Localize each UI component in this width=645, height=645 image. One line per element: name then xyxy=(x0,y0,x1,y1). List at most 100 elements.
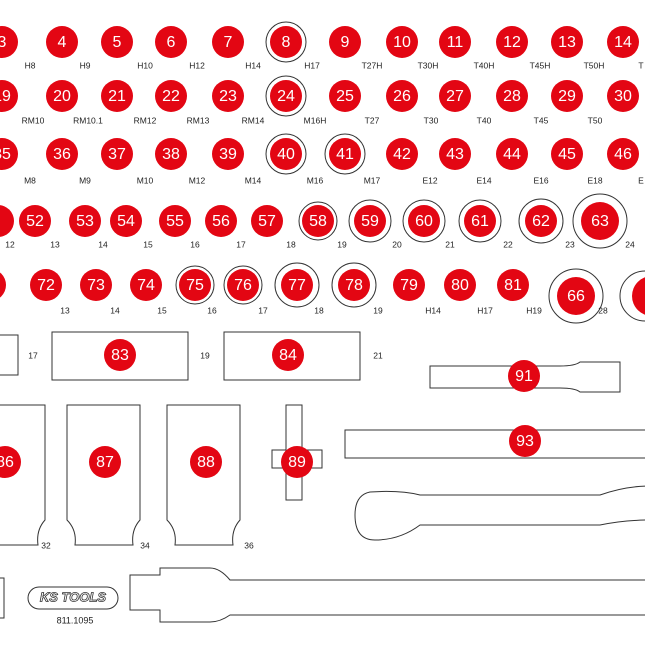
size-label: 20 xyxy=(392,239,402,249)
size-label: 19 xyxy=(337,239,347,249)
slot-number: 19 xyxy=(0,88,11,105)
size-label: T50 xyxy=(588,115,603,125)
slot-number: 59 xyxy=(361,213,379,230)
slot-number: 37 xyxy=(108,146,126,163)
slot-number: 86 xyxy=(0,454,14,471)
slot-marker xyxy=(386,138,418,170)
slot-marker xyxy=(104,339,136,371)
slot-marker xyxy=(0,138,18,170)
slot-outline xyxy=(0,334,19,376)
slot-number: 88 xyxy=(197,454,215,471)
slot-marker xyxy=(101,26,133,58)
slot-outline xyxy=(0,577,5,619)
slot-marker xyxy=(155,26,187,58)
size-label: E14 xyxy=(476,175,491,185)
slot-marker xyxy=(80,269,112,301)
size-label: H10 xyxy=(137,60,153,70)
slot-number: 23 xyxy=(219,88,237,105)
slot-number: 26 xyxy=(393,88,411,105)
size-label: 22 xyxy=(503,239,513,249)
size-label: 19 xyxy=(373,305,383,315)
slot-number: 42 xyxy=(393,146,411,163)
size-label: 13 xyxy=(50,239,60,249)
size-label: M14 xyxy=(245,175,262,185)
slot-number: 76 xyxy=(234,277,252,294)
size-label: 36 xyxy=(244,540,254,550)
slot-marker xyxy=(272,339,304,371)
slot-marker xyxy=(0,26,18,58)
slot-number: 3 xyxy=(0,34,7,51)
size-label: 32 xyxy=(41,540,51,550)
slot-number: 78 xyxy=(345,277,363,294)
slot-marker xyxy=(551,138,583,170)
slot-number: 28 xyxy=(503,88,521,105)
slot-number: 46 xyxy=(614,146,632,163)
slot-number: 6 xyxy=(167,34,176,51)
slot-marker xyxy=(439,80,471,112)
size-label: H19 xyxy=(526,305,542,315)
slot-number: 21 xyxy=(108,88,126,105)
slot-marker xyxy=(270,138,302,170)
size-label: RM12 xyxy=(134,115,157,125)
slot-number: 44 xyxy=(503,146,521,163)
size-label: M9 xyxy=(79,175,91,185)
slot-outline xyxy=(354,485,645,541)
size-label: RM10.1 xyxy=(73,115,103,125)
slot-number: 35 xyxy=(0,146,11,163)
slot-marker xyxy=(509,425,541,457)
size-label: RM14 xyxy=(242,115,265,125)
slot-marker xyxy=(190,446,222,478)
slot-number: 58 xyxy=(309,213,327,230)
slot-marker xyxy=(0,80,18,112)
size-label: H8 xyxy=(25,60,36,70)
slot-number: 10 xyxy=(393,34,411,51)
slot-marker xyxy=(354,205,386,237)
size-label: 17 xyxy=(258,305,268,315)
slot-marker xyxy=(464,205,496,237)
size-label: 15 xyxy=(143,239,153,249)
size-label: T50H xyxy=(584,60,605,70)
partial-slot xyxy=(0,205,14,237)
logo: KS TOOLS xyxy=(40,589,107,604)
size-label: M16 xyxy=(307,175,324,185)
slot-marker xyxy=(19,205,51,237)
slot-number: 54 xyxy=(117,213,135,230)
slot-number: 8 xyxy=(282,34,291,51)
slot-number: 7 xyxy=(224,34,233,51)
slot-number: 25 xyxy=(336,88,354,105)
slot-marker xyxy=(281,269,313,301)
size-label: T30 xyxy=(424,115,439,125)
slot-marker xyxy=(496,138,528,170)
slot-outline xyxy=(344,429,645,459)
slot-marker xyxy=(227,269,259,301)
slot-number: 63 xyxy=(591,213,609,230)
slot-number: 93 xyxy=(516,433,534,450)
size-label: 13 xyxy=(60,305,70,315)
partial-slot xyxy=(632,277,645,315)
slot-number: 27 xyxy=(446,88,464,105)
slot-marker xyxy=(46,26,78,58)
size-label: T30H xyxy=(418,60,439,70)
size-label: M10 xyxy=(137,175,154,185)
slot-marker xyxy=(338,269,370,301)
slot-number: 12 xyxy=(503,34,521,51)
slot-number: 11 xyxy=(447,34,464,51)
slot-number: 4 xyxy=(58,34,67,51)
size-label: H9 xyxy=(80,60,91,70)
slot-marker xyxy=(0,272,6,298)
slot-marker xyxy=(281,446,313,478)
slot-number: 40 xyxy=(277,146,295,163)
slot-marker xyxy=(46,138,78,170)
slot-marker xyxy=(444,269,476,301)
slot-marker xyxy=(30,269,62,301)
slot-number: 60 xyxy=(415,213,433,230)
slot-marker xyxy=(270,26,302,58)
size-label: T27 xyxy=(365,115,380,125)
slot-marker xyxy=(551,26,583,58)
slot-number: 61 xyxy=(471,213,489,230)
size-label: T27H xyxy=(362,60,383,70)
slot-number: 75 xyxy=(186,277,204,294)
size-label: 14 xyxy=(98,239,108,249)
size-label: H12 xyxy=(189,60,205,70)
